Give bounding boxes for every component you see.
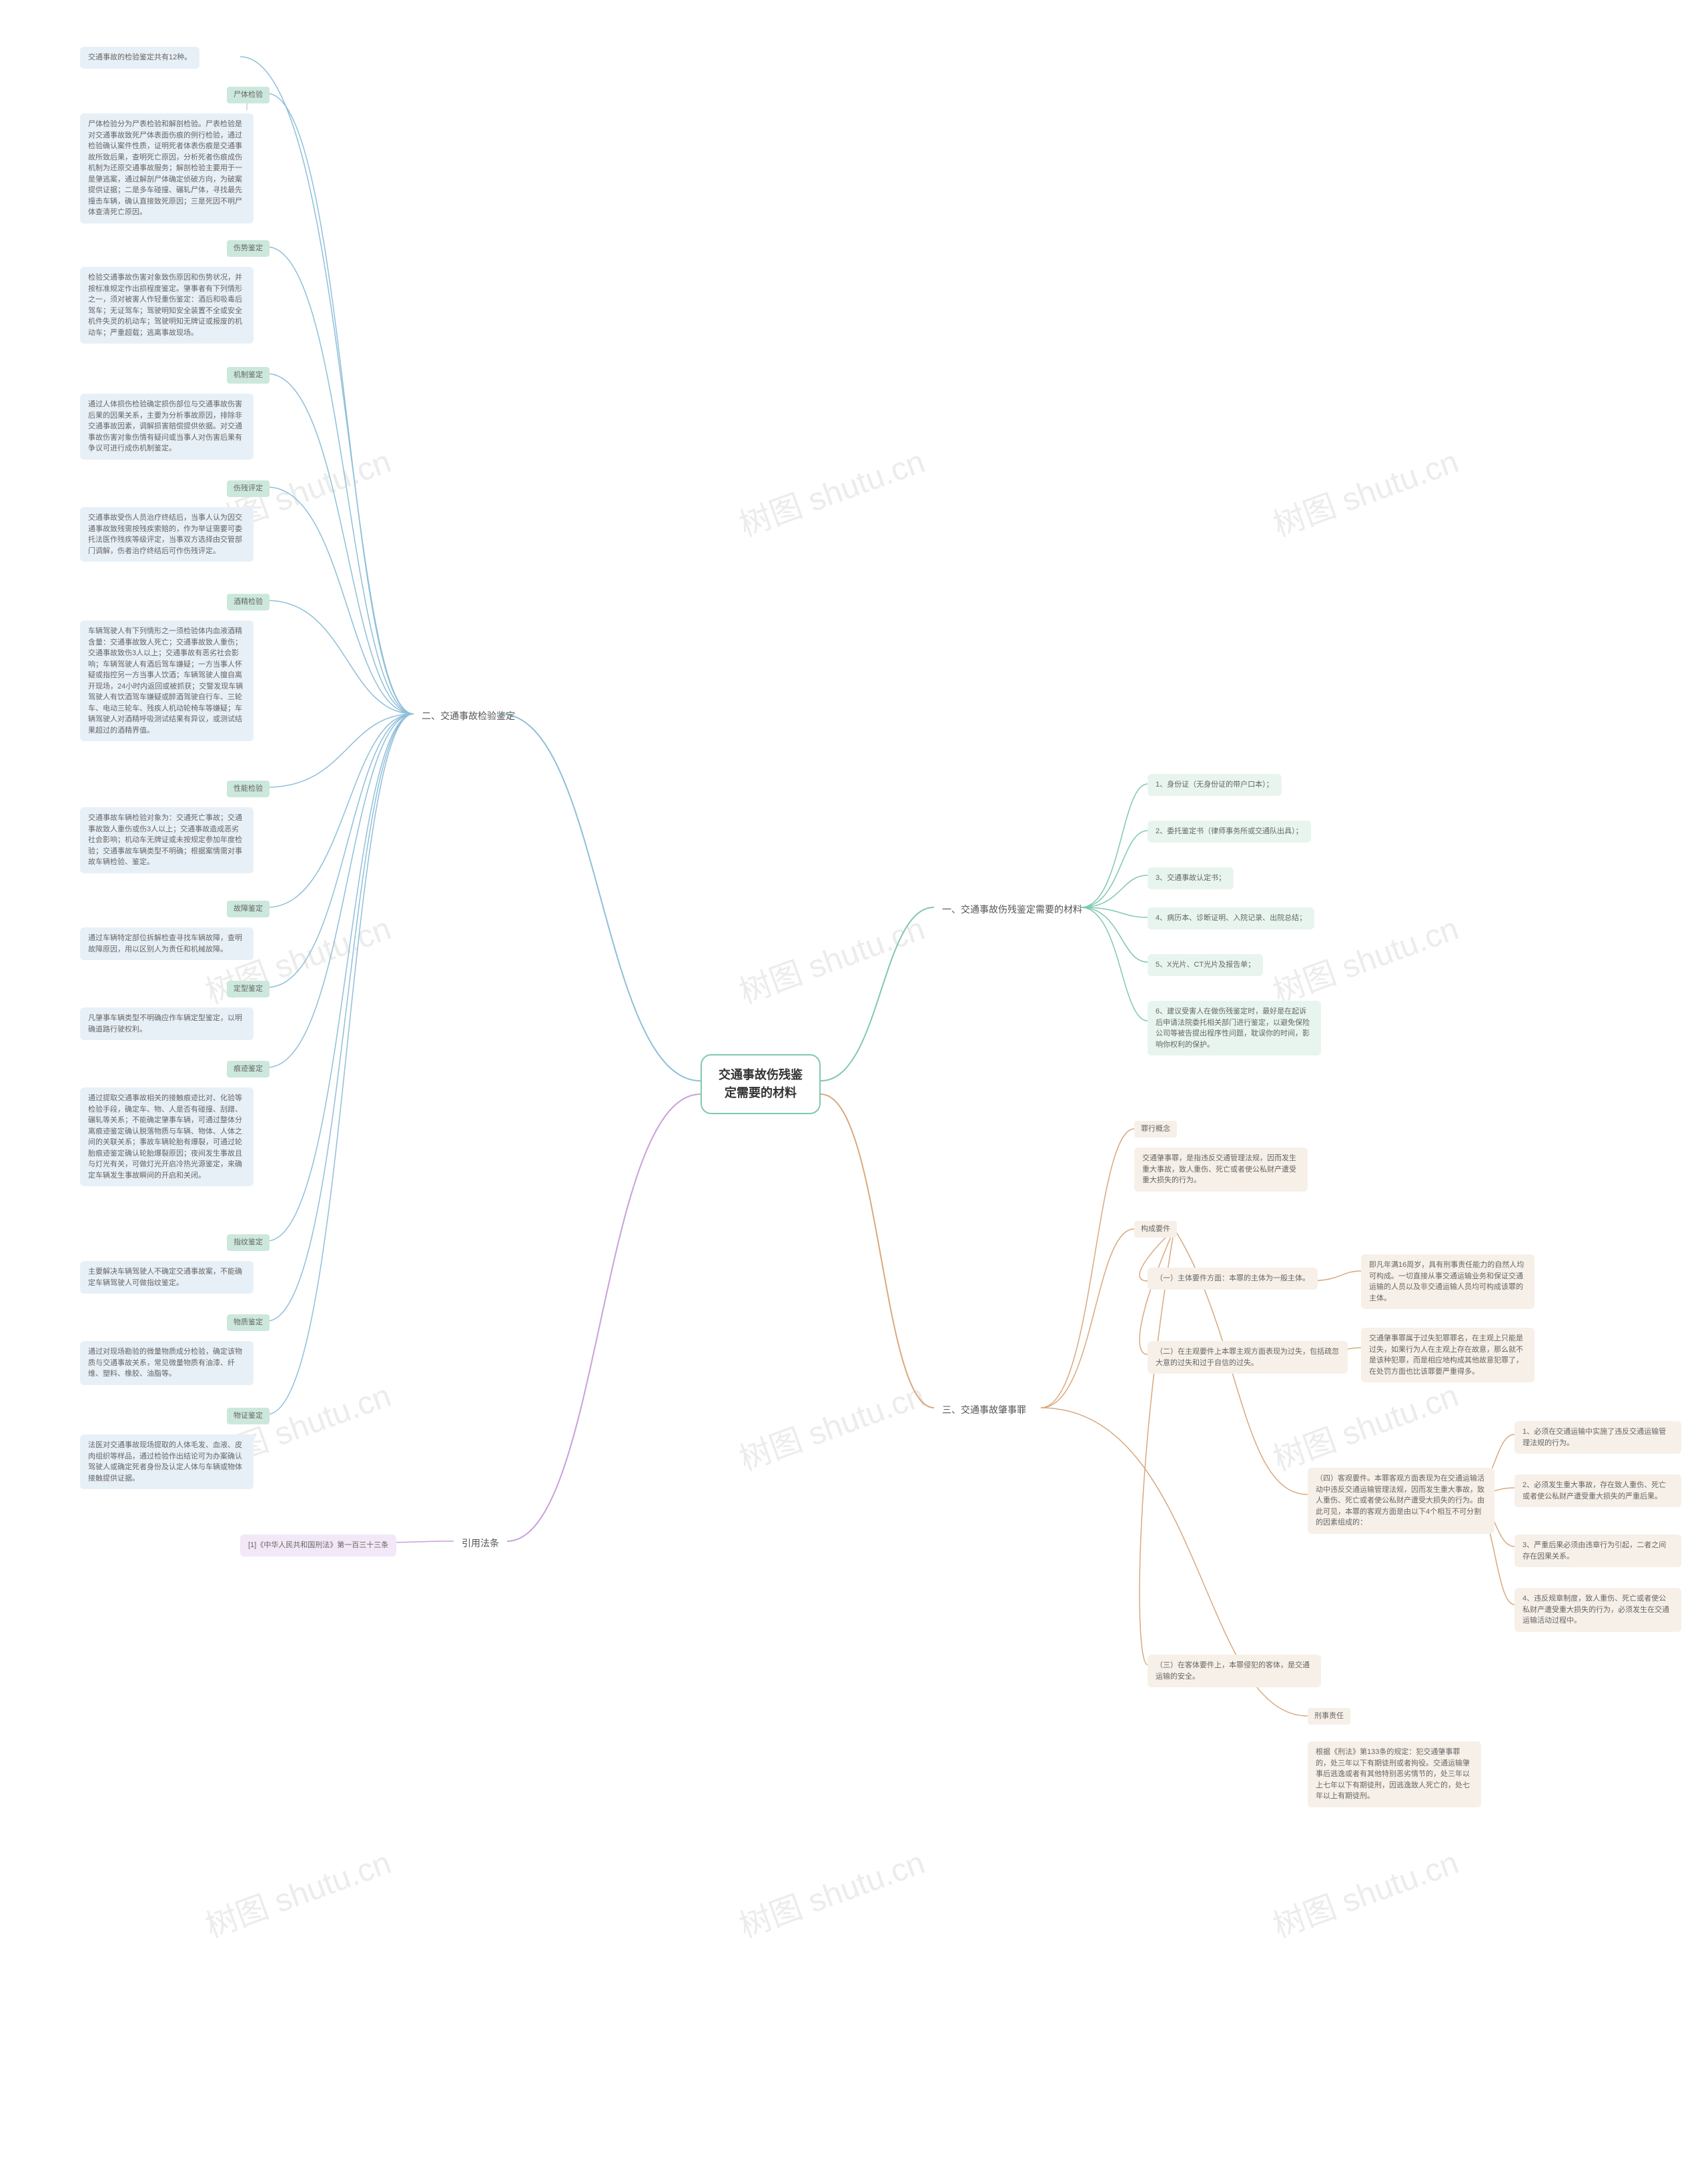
b3-c1-s3: （四）客观要件。本罪客观方面表现为在交通运输活动中违反交通运输管理法规，因而发生… bbox=[1308, 1468, 1494, 1534]
b1-leaf-2: 3、交通事故认定书； bbox=[1148, 867, 1234, 889]
b2-desc-1: 检验交通事故伤害对象致伤原因和伤势状况，并按标准规定作出损程度鉴定。肇事者有下列… bbox=[80, 267, 254, 344]
b2-tag-10: 物质鉴定 bbox=[227, 1314, 270, 1331]
connector-layer bbox=[0, 0, 1708, 2177]
b2-tag-6: 故障鉴定 bbox=[227, 901, 270, 917]
b1-leaf-0: 1、身份证（无身份证的带户口本）； bbox=[1148, 774, 1282, 796]
watermark: 树图 shutu.cn bbox=[1266, 1369, 1464, 1479]
b3-s3-leaf-3: 4、违反规章制度，致人重伤、死亡或者使公私财产遭受重大损失的行为，必须发生在交通… bbox=[1515, 1588, 1681, 1632]
watermark: 树图 shutu.cn bbox=[732, 1836, 930, 1946]
b2-desc-6: 通过车辆特定部位拆解检查寻找车辆故障，查明故障原因，用以区别人为责任和机械故障。 bbox=[80, 927, 254, 960]
b2-desc-3: 交通事故受伤人员治疗终结后，当事人认为因交通事故致残需按残疾索赔的，作为举证需要… bbox=[80, 507, 254, 562]
b1-leaf-5: 6、建议受害人在做伤残鉴定时，最好是在起诉后申请法院委托相关部门进行鉴定，以避免… bbox=[1148, 1001, 1321, 1055]
b3-c1-label: 构成要件 bbox=[1134, 1221, 1177, 1238]
b2-tag-2: 机制鉴定 bbox=[227, 367, 270, 384]
b3-c2-label: 刑事责任 bbox=[1308, 1708, 1350, 1725]
watermark: 树图 shutu.cn bbox=[732, 902, 930, 1012]
b2-desc-5: 交通事故车辆检验对象为：交通死亡事故；交通事故致人重伤或伤3人以上；交通事故造成… bbox=[80, 807, 254, 873]
b3-c1-s2: （三）在客体要件上，本罪侵犯的客体，是交通运输的安全。 bbox=[1148, 1655, 1321, 1687]
b3-c1-s1: （二）在主观要件上本罪主观方面表现为过失，包括疏忽大意的过失和过于自信的过失。 bbox=[1148, 1341, 1348, 1374]
b2-tag-8: 痕迹鉴定 bbox=[227, 1061, 270, 1077]
watermark: 树图 shutu.cn bbox=[732, 1369, 930, 1479]
b3-c1-s0-desc: 即凡年满16周岁，具有刑事责任能力的自然人均可构成。一切直接从事交通运输业务和保… bbox=[1361, 1254, 1535, 1309]
b3-s3-leaf-0: 1、必须在交通运输中实施了违反交通运输管理法规的行为。 bbox=[1515, 1421, 1681, 1454]
branch-3-label: 三、交通事故肇事罪 bbox=[934, 1398, 1034, 1422]
b2-desc-11: 法医对交通事故现场提取的人体毛发、血液、皮肉组织等样品，通过检验作出结论可为办案… bbox=[80, 1434, 254, 1489]
b3-c1-s0: （一）主体要件方面：本罪的主体为一般主体。 bbox=[1148, 1268, 1318, 1290]
b2-tag-3: 伤残评定 bbox=[227, 480, 270, 497]
b2-tag-1: 伤势鉴定 bbox=[227, 240, 270, 257]
b2-desc-0: 尸体检验分为尸表检验和解剖检验。尸表检验是对交通事故致死尸体表面伤痕的例行检验，… bbox=[80, 113, 254, 224]
b2-tag-7: 定型鉴定 bbox=[227, 981, 270, 997]
watermark: 树图 shutu.cn bbox=[1266, 1836, 1464, 1946]
watermark: 树图 shutu.cn bbox=[198, 1836, 396, 1946]
b2-desc-4: 车辆驾驶人有下列情形之一须检验体内血液酒精含量：交通事故致人死亡；交通事故致人重… bbox=[80, 620, 254, 741]
b2-desc-9: 主要解决车辆驾驶人不确定交通事故案，不能确定车辆驾驶人可做指纹鉴定。 bbox=[80, 1261, 254, 1294]
watermark: 树图 shutu.cn bbox=[1266, 435, 1464, 545]
b3-c0-desc: 交通肇事罪，是指违反交通管理法规，因而发生重大事故，致人重伤、死亡或者使公私财产… bbox=[1134, 1148, 1308, 1192]
b2-desc-7: 凡肇事车辆类型不明确应作车辆定型鉴定，以明确道路行驶权利。 bbox=[80, 1007, 254, 1040]
b3-c1-s1-desc: 交通肇事罪属于过失犯罪罪名，在主观上只能是过失，如果行为人在主观上存在故意，那么… bbox=[1361, 1328, 1535, 1382]
b2-tag-11: 物证鉴定 bbox=[227, 1408, 270, 1424]
b3-s3-leaf-2: 3、严重后果必须由违章行为引起，二者之间存在因果关系。 bbox=[1515, 1535, 1681, 1567]
branch-1-label: 一、交通事故伤残鉴定需要的材料 bbox=[934, 897, 1090, 922]
b1-leaf-3: 4、病历本、诊断证明、入院记录、出院总结； bbox=[1148, 907, 1314, 929]
watermark: 树图 shutu.cn bbox=[732, 435, 930, 545]
b4-leaf-0: [1]《中华人民共和国刑法》第一百三十三条 bbox=[240, 1535, 396, 1557]
b2-tag-5: 性能检验 bbox=[227, 781, 270, 797]
b2-desc-2: 通过人体损伤检验确定损伤部位与交通事故伤害后果的因果关系，主要为分析事故原因，排… bbox=[80, 394, 254, 460]
branch-2-label: 二、交通事故检验鉴定 bbox=[414, 704, 523, 729]
b2-desc-8: 通过提取交通事故相关的接触痕迹比对、化验等检验手段，确定车、物、人是否有碰撞、刮… bbox=[80, 1087, 254, 1186]
branch-4-label: 引用法条 bbox=[454, 1531, 507, 1556]
b3-s3-leaf-1: 2、必须发生重大事故，存在致人重伤、死亡或者使公私财产遭受重大损失的严重后果。 bbox=[1515, 1474, 1681, 1507]
b3-c2-desc: 根据《刑法》第133条的规定：犯交通肇事罪的，处三年以下有期徒刑或者拘役。交通运… bbox=[1308, 1741, 1481, 1807]
root-node: 交通事故伤残鉴定需要的材料 bbox=[701, 1054, 821, 1114]
b2-tag-9: 指纹鉴定 bbox=[227, 1234, 270, 1251]
b3-c0-label: 罪行概念 bbox=[1134, 1121, 1177, 1138]
b1-leaf-1: 2、委托鉴定书（律师事务所或交通队出具）； bbox=[1148, 821, 1311, 843]
b2-tag-4: 酒精检验 bbox=[227, 594, 270, 610]
b2-desc-10: 通过对现场勘验的微量物质成分检验，确定该物质与交通事故关系，常见微量物质有油漆、… bbox=[80, 1341, 254, 1385]
b2-tag-0: 尸体检验 bbox=[227, 87, 270, 103]
b2-intro: 交通事故的检验鉴定共有12种。 bbox=[80, 47, 199, 69]
b1-leaf-4: 5、X光片、CT光片及报告单； bbox=[1148, 954, 1263, 976]
